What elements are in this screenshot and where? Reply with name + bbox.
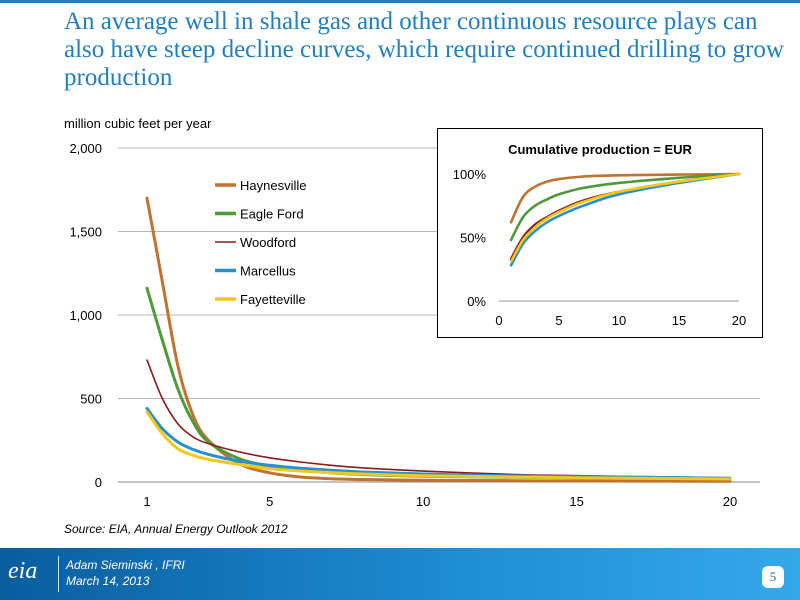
inset-x-tick-label: 15 (672, 313, 686, 328)
footer-divider (58, 556, 59, 592)
inset-series-line-marcellus (509, 172, 741, 267)
series-line-haynesville (145, 196, 732, 483)
inset-series-line-woodford (509, 172, 741, 261)
x-tick-label: 10 (416, 494, 430, 509)
y-tick-label: 2,000 (69, 141, 102, 156)
inset-series-line-eagle-ford (509, 172, 741, 242)
inset-y-tick-label: 100% (453, 167, 487, 182)
y-tick-label: 500 (80, 392, 102, 407)
legend-label-fayetteville: Fayetteville (240, 292, 306, 307)
series-line-fayetteville (145, 410, 732, 481)
footer-bar: eia Adam Sieminski , IFRI March 14, 2013 (0, 548, 800, 600)
cumulative-production-inset: Cumulative production = EUR 0% 50% 100% 0 5 10… (437, 128, 763, 338)
y-tick-label: 1,000 (69, 308, 102, 323)
inset-series-line-haynesville (509, 172, 741, 224)
inset-x-tick-label: 5 (555, 313, 562, 328)
legend-label-eagle-ford: Eagle Ford (240, 207, 304, 222)
legend-label-marcellus: Marcellus (240, 264, 296, 279)
y-axis-unit-label: million cubic feet per year (64, 116, 212, 131)
eia-logo: eia (8, 558, 38, 584)
title-rule (0, 0, 800, 3)
slide-title: An average well in shale gas and other c… (64, 8, 784, 91)
x-tick-label: 15 (569, 494, 583, 509)
page-number: 5 (762, 566, 784, 588)
legend-label-woodford: Woodford (240, 235, 296, 250)
legend-label-haynesville: Haynesville (240, 178, 306, 193)
x-tick-label: 1 (143, 494, 150, 509)
x-tick-label: 5 (266, 494, 273, 509)
inset-title: Cumulative production = EUR (508, 142, 692, 157)
inset-series-line-fayetteville (509, 172, 741, 263)
y-tick-label: 1,500 (69, 225, 102, 240)
series-line-marcellus (145, 407, 732, 480)
y-tick-label: 0 (95, 475, 102, 490)
presenter-name: Adam Sieminski , IFRI (66, 558, 185, 572)
x-tick-label: 20 (723, 494, 737, 509)
source-note: Source: EIA, Annual Energy Outlook 2012 (64, 522, 288, 536)
inset-x-tick-label: 10 (612, 313, 626, 328)
inset-x-tick-label: 20 (732, 313, 746, 328)
presentation-date: March 14, 2013 (66, 574, 150, 588)
cumulative-production-chart: Cumulative production = EUR 0% 50% 100% 0 5 10… (453, 142, 746, 328)
inset-y-tick-label: 50% (460, 231, 486, 246)
inset-y-tick-label: 0% (467, 294, 486, 309)
inset-x-tick-label: 0 (495, 313, 502, 328)
